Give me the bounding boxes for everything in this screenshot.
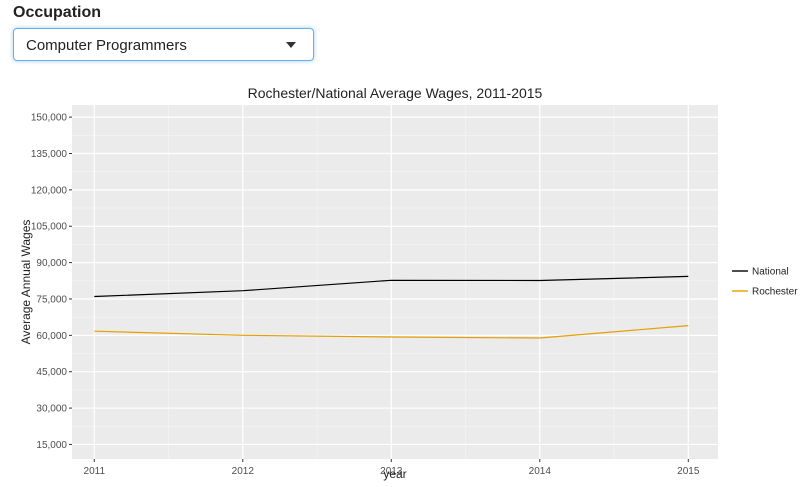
series-line-rochester [94,325,689,339]
y-tick-label: 105,000 [31,222,68,233]
x-tick-label: 2015 [677,466,700,477]
plot-panel [72,105,718,459]
y-axis: 15,000 30,000 45,000 60,000 75,000 90,000 105,… [31,113,72,451]
legend-label-rochester: Rochester [752,287,798,298]
y-tick-label: 30,000 [36,404,67,415]
occupation-selected-value: Computer Programmers [26,37,187,54]
x-tick-label: 2014 [529,466,552,477]
y-tick-label: 15,000 [36,440,67,451]
x-axis-label: year [383,467,406,481]
caret-down-icon [286,42,296,48]
legend: National Rochester [732,267,798,298]
series-lines [94,275,689,339]
y-tick-label: 45,000 [36,367,67,378]
x-axis: 2011 2012 2013 2014 2015 [84,459,700,477]
major-gridlines [72,105,718,459]
y-tick-label: 150,000 [31,113,68,124]
wages-line-chart: Rochester/National Average Wages, 2011-2… [19,85,798,481]
x-tick-label: 2012 [232,466,255,477]
x-tick-label: 2011 [84,466,106,477]
y-tick-label: 75,000 [36,294,67,305]
x-tick-label: 2013 [380,466,403,477]
legend-label-national: National [752,267,789,278]
y-tick-label: 60,000 [36,331,67,342]
series-line-national [94,275,689,298]
y-tick-label: 135,000 [31,149,68,160]
occupation-label: Occupation [13,4,102,21]
y-tick-label: 90,000 [36,258,67,269]
occupation-select[interactable]: Computer Programmers [13,28,314,61]
y-axis-label: Average Annual Wages [19,220,33,345]
y-tick-label: 120,000 [31,185,68,196]
chart-title: Rochester/National Average Wages, 2011-2… [248,85,543,101]
